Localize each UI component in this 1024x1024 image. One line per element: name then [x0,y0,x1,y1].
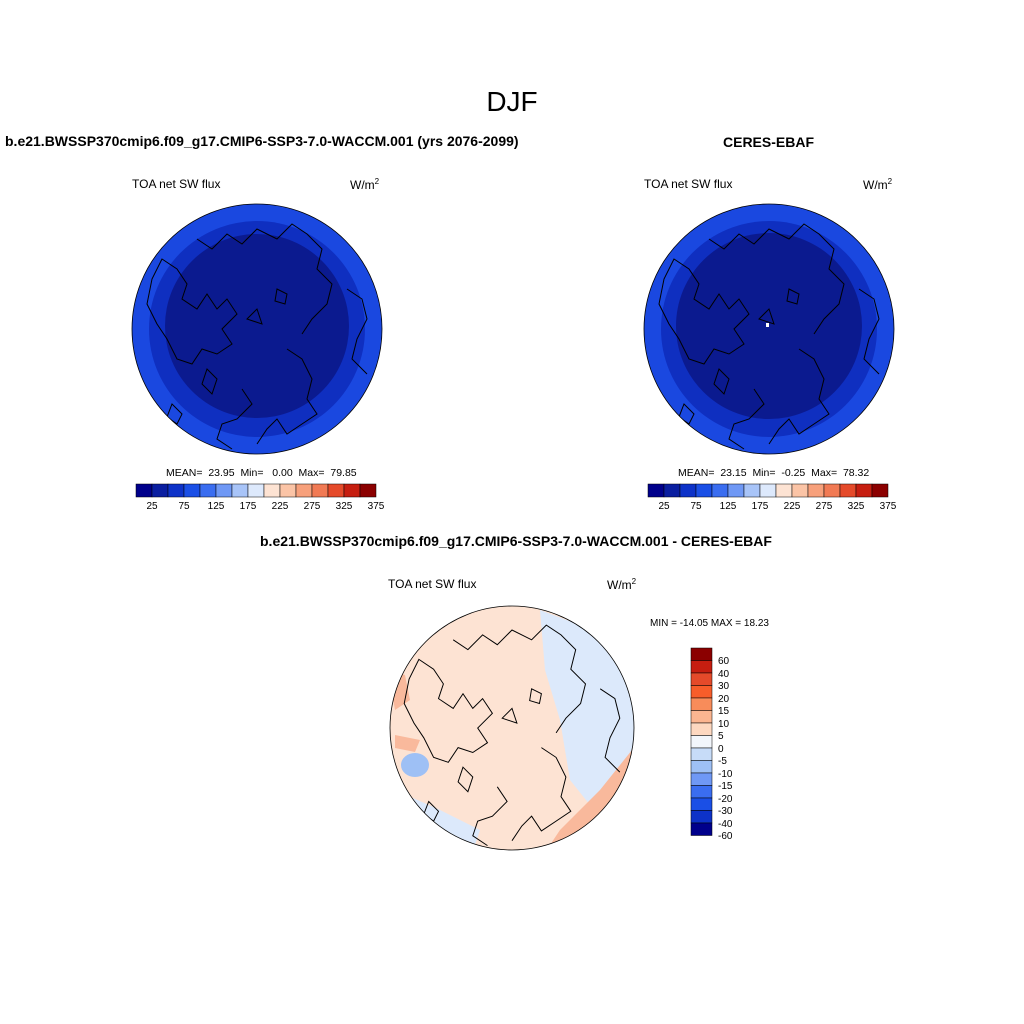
colorbar-tick-label: 25 [146,501,158,512]
colorbar-tick-label: 375 [879,501,897,512]
colorbar-swatch [199,483,217,498]
colorbar-swatch [690,760,713,774]
panel-1-map [131,203,383,455]
colorbar-swatch [791,483,809,498]
colorbar-swatch [823,483,841,498]
colorbar-swatch [327,483,345,498]
colorbar-tick-label: 275 [303,501,321,512]
colorbar-swatch [263,483,281,498]
colorbar-swatch [279,483,297,498]
colorbar-label: -40 [718,818,733,830]
colorbar-swatch [247,483,265,498]
colorbar-swatch [690,710,713,724]
colorbar-label: -20 [718,793,733,805]
colorbar-swatch [775,483,793,498]
colorbar-1 [135,483,377,498]
colorbar-swatch [690,772,713,786]
colorbar-swatch [743,483,761,498]
colorbar-label: -60 [718,831,733,842]
colorbar-swatch [690,797,713,811]
colorbar-tick-label: 175 [751,501,769,512]
colorbar-swatch [839,483,857,498]
colorbar-swatch [690,747,713,761]
colorbar-tick-label: 225 [783,501,801,512]
colorbar-label: 0 [718,743,724,755]
colorbar-swatch [231,483,249,498]
colorbar-swatch [807,483,825,498]
colorbar-swatch [855,483,873,498]
panel-2-stats: MEAN= 23.15 Min= -0.25 Max= 78.32 [678,467,870,479]
panel-1-units: W/m2 [350,177,380,192]
colorbar-tick-label: 325 [335,501,353,512]
colorbar-swatch [690,810,713,824]
panel-2-units: W/m2 [863,177,893,192]
colorbar-label: 40 [718,668,730,680]
colorbar-label: -10 [718,768,733,780]
colorbar-label: -30 [718,806,733,817]
colorbar-tick-label: 225 [271,501,289,512]
colorbar-label: 60 [718,656,730,667]
colorbar-tick-label: 75 [178,501,190,512]
colorbar-swatch [690,660,713,674]
colorbar-swatch [343,483,361,498]
colorbar-swatch [647,483,665,498]
colorbar-label: 5 [718,731,724,742]
colorbar-swatch [690,722,713,736]
colorbar-swatch [690,822,713,836]
colorbar-label: -15 [718,781,733,792]
colorbar-swatch [711,483,729,498]
colorbar-tick-label: 125 [207,501,225,512]
colorbar-swatch [759,483,777,498]
panel-2-title: CERES-EBAF [723,134,815,150]
colorbar-swatch [727,483,745,498]
colorbar-swatch [690,672,713,686]
colorbar-swatch [311,483,329,498]
colorbar-tick-label: 25 [658,501,670,512]
colorbar-swatch [167,483,185,498]
colorbar-swatch [295,483,313,498]
panel-3-variable: TOA net SW flux [388,577,477,591]
colorbar-swatch [690,735,713,749]
colorbar-label: -5 [718,756,727,767]
panel-3-map [389,605,635,851]
colorbar-tick-label: 125 [719,501,737,512]
figure-title: DJF [486,86,538,117]
colorbar-swatch [690,685,713,699]
panel-3-title: b.e21.BWSSP370cmip6.f09_g17.CMIP6-SSP3-7… [260,533,772,549]
colorbar-tick-label: 375 [367,501,385,512]
colorbar-swatch [151,483,169,498]
colorbar-swatch [663,483,681,498]
colorbar-swatch [690,785,713,799]
colorbar-2 [647,483,889,498]
colorbar-swatch [695,483,713,498]
colorbar-tick-label: 325 [847,501,865,512]
colorbar-swatch [359,483,377,498]
colorbar-swatch [183,483,201,498]
panel-1-stats: MEAN= 23.95 Min= 0.00 Max= 79.85 [166,467,357,479]
colorbar-label: 10 [718,718,730,730]
colorbar-swatch [135,483,153,498]
panel-2-variable: TOA net SW flux [644,177,733,191]
panel-2-map [643,203,895,455]
colorbar-swatch [690,697,713,711]
colorbar-tick-label: 275 [815,501,833,512]
panel-3-stats: MIN = -14.05 MAX = 18.23 [650,618,769,629]
colorbar-swatch [690,647,713,661]
colorbar-3 [690,647,713,836]
colorbar-label: 15 [718,706,730,717]
colorbar-swatch [871,483,889,498]
colorbar-label: 20 [718,693,730,705]
colorbar-swatch [215,483,233,498]
panel-1-title: b.e21.BWSSP370cmip6.f09_g17.CMIP6-SSP3-7… [5,133,519,149]
panel-3-units: W/m2 [607,577,637,592]
colorbar-label: 30 [718,681,730,692]
panel-1-variable: TOA net SW flux [132,177,221,191]
colorbar-swatch [679,483,697,498]
colorbar-tick-label: 75 [690,501,702,512]
colorbar-tick-label: 175 [239,501,257,512]
